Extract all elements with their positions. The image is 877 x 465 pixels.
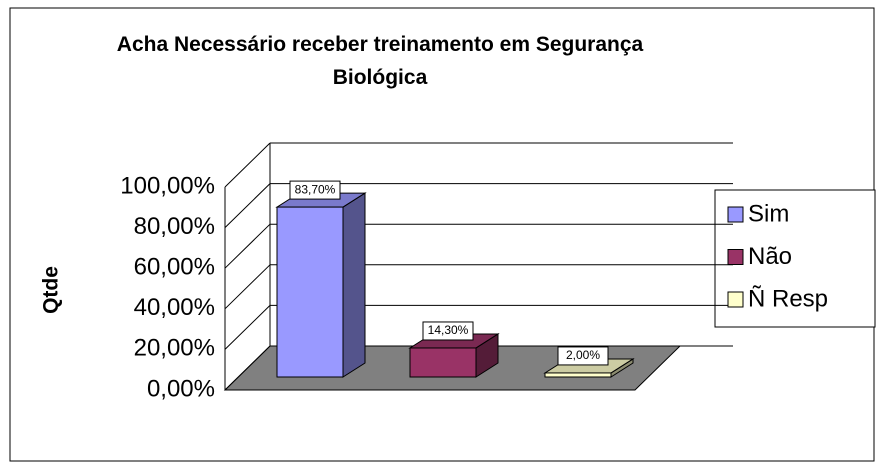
value-label: 2,00%: [566, 348, 600, 362]
chart-title: Acha Necessário receber treinamento em S…: [116, 33, 644, 89]
legend-swatch: [727, 206, 744, 223]
bar: [276, 206, 344, 378]
value-label: 83,70%: [295, 182, 336, 196]
value-label: 14,30%: [428, 323, 469, 337]
legend-swatch: [727, 249, 744, 265]
value-label-box: [422, 321, 474, 341]
tick-diagonal: [224, 142, 271, 188]
y-tick-label: 40,00%: [134, 294, 215, 321]
legend-label: Sim: [748, 200, 789, 227]
bar: [544, 372, 612, 378]
bar-side: [342, 192, 366, 378]
legend-label: Ñ Resp: [748, 285, 828, 312]
y-tick-label: 60,00%: [134, 254, 215, 281]
legend-label: Não: [748, 243, 792, 270]
tick-diagonal: [224, 183, 271, 228]
y-tick-label: 100,00%: [120, 172, 215, 199]
y-tick-label: 20,00%: [134, 335, 215, 362]
y-tick-label: 80,00%: [134, 213, 215, 240]
tick-diagonal: [224, 305, 271, 350]
y-tick-label: 0,00%: [147, 375, 215, 402]
bar: [409, 347, 477, 378]
value-label-box: [557, 346, 609, 366]
tick-diagonal: [224, 264, 271, 310]
tick-diagonal: [224, 223, 271, 269]
value-label-box: [289, 180, 341, 200]
y-axis-label: Qtde: [40, 266, 63, 314]
legend-swatch: [727, 291, 744, 308]
tick-diagonal: [224, 345, 271, 391]
